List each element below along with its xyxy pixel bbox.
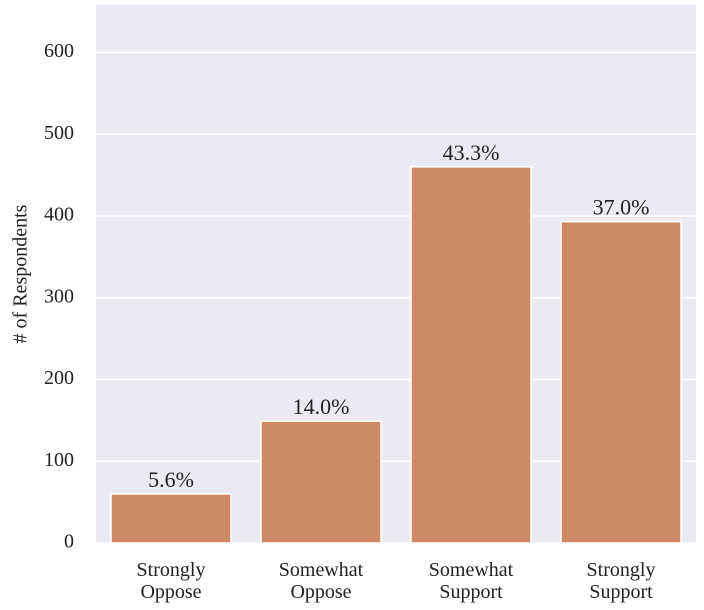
bar (260, 420, 382, 544)
y-tick-label: 100 (44, 449, 74, 471)
y-tick-label: 200 (44, 367, 74, 389)
x-tick-label: Somewhat Oppose (278, 559, 364, 603)
y-tick-label: 300 (44, 285, 74, 307)
x-tick-label: Somewhat Support (428, 559, 514, 603)
y-tick-label: 0 (64, 531, 74, 553)
bar (110, 493, 232, 544)
y-axis-label: # of Respondents (10, 204, 32, 343)
y-tick-label: 500 (44, 122, 74, 144)
y-tick-label: 600 (44, 40, 74, 62)
x-tick-label: Strongly Oppose (136, 559, 206, 603)
value-label: 14.0% (293, 394, 350, 419)
value-label: 43.3% (443, 140, 500, 165)
bar (410, 166, 532, 544)
value-label: 5.6% (148, 467, 194, 492)
value-label: 37.0% (593, 195, 650, 220)
y-tick-label: 400 (44, 204, 74, 226)
bar (560, 220, 682, 544)
x-tick-label: Strongly Support (586, 559, 656, 603)
